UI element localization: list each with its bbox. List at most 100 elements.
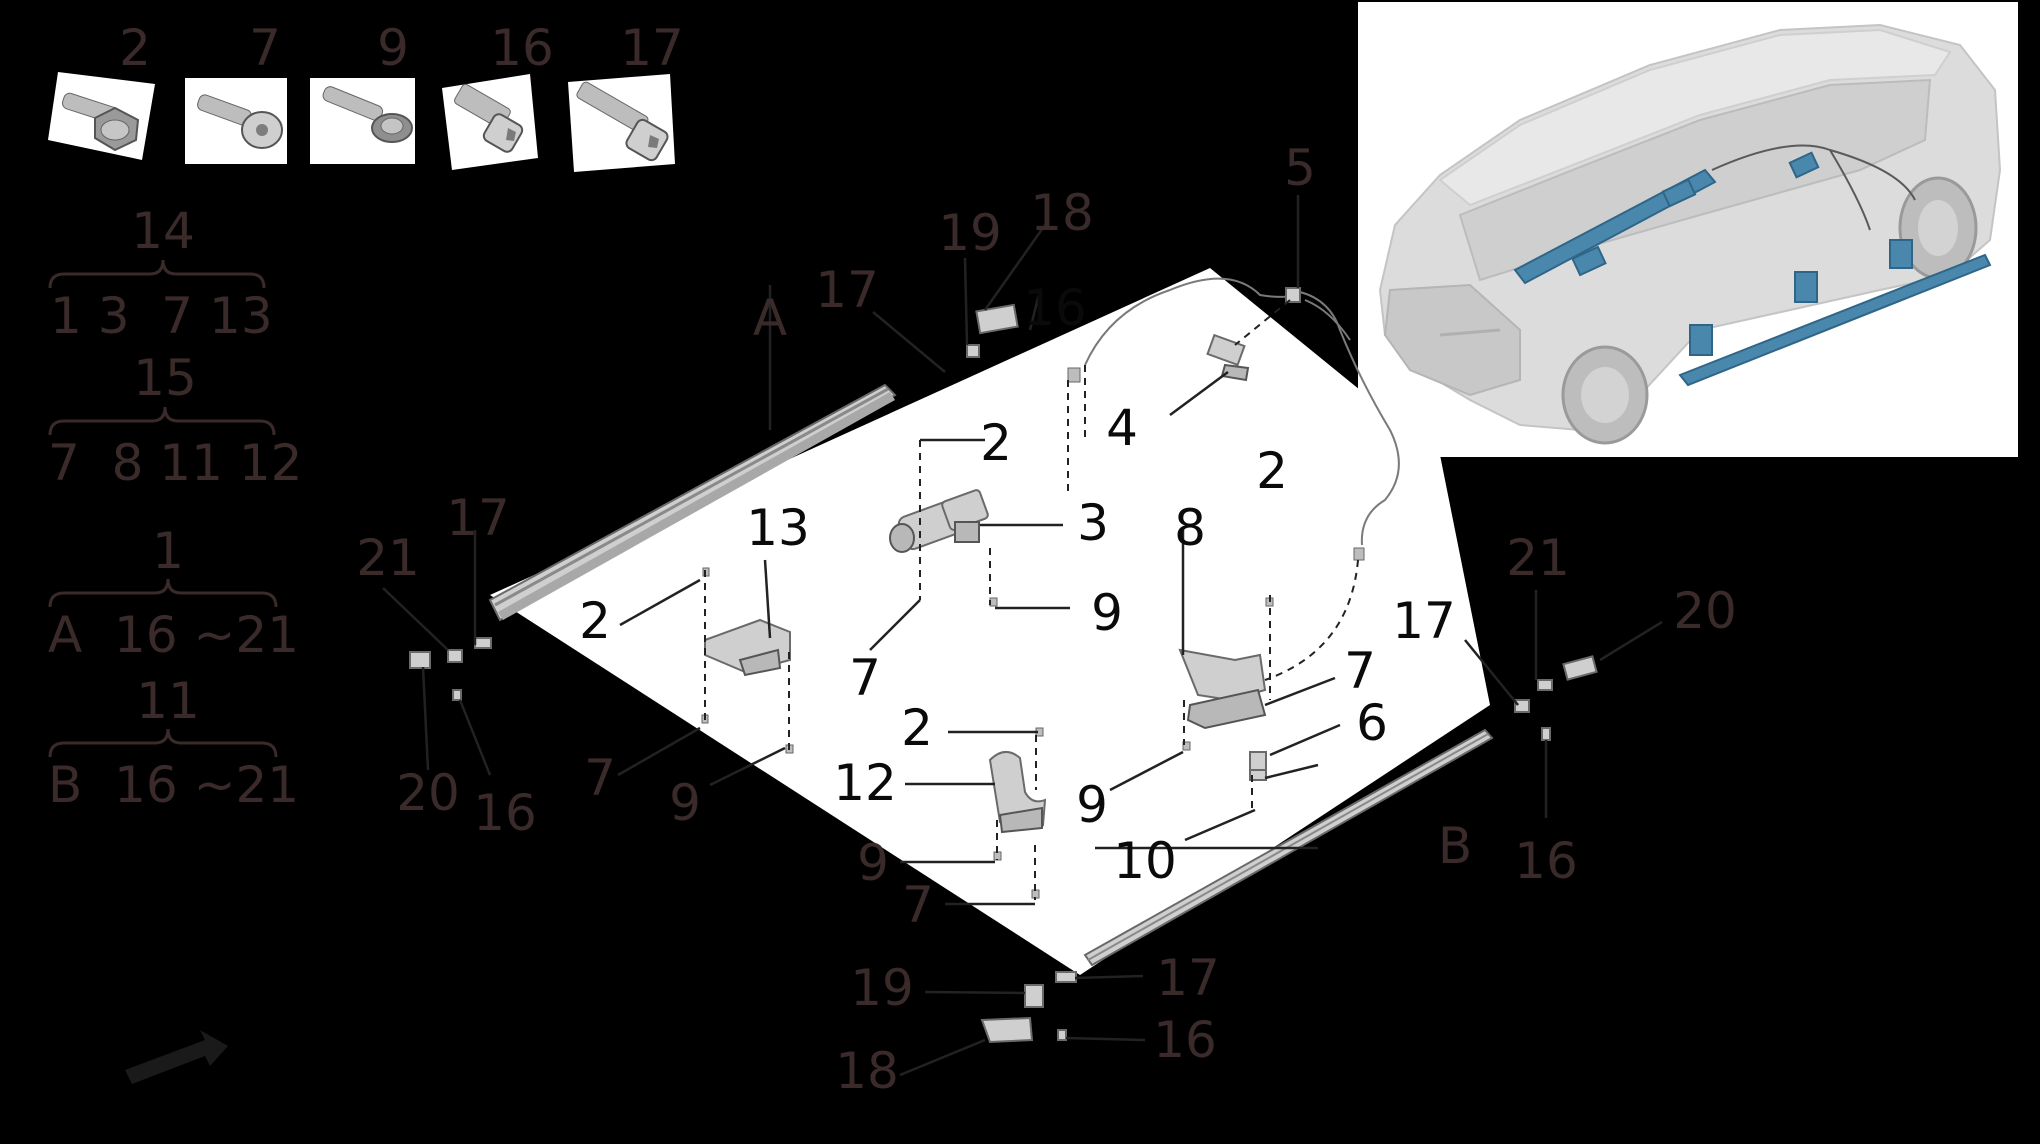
assembly-lines bbox=[704, 299, 1359, 900]
callout-A[interactable]: A bbox=[753, 289, 787, 347]
clip-19-top[interactable] bbox=[966, 344, 980, 358]
callout-12[interactable]: 12 bbox=[833, 754, 897, 812]
fastener-7[interactable]: 7 bbox=[185, 19, 287, 164]
callout-4[interactable]: 4 bbox=[1106, 399, 1138, 457]
flange-screw-icon bbox=[322, 86, 413, 143]
screw-16-right[interactable] bbox=[1541, 727, 1551, 741]
callout-7-left[interactable]: 7 bbox=[584, 749, 616, 807]
callout-17-right[interactable]: 17 bbox=[1392, 592, 1456, 650]
legend-15-head: 15 bbox=[133, 349, 197, 407]
fastener-icons: 2 7 9 16 bbox=[48, 19, 684, 172]
clip-19-bottom[interactable] bbox=[1024, 984, 1044, 1008]
callout-8[interactable]: 8 bbox=[1174, 499, 1206, 557]
long-socket-head-screw-icon bbox=[576, 81, 669, 162]
torx-pan-screw-icon bbox=[197, 94, 283, 149]
connector-5[interactable] bbox=[1285, 287, 1301, 303]
bolt-17-left[interactable] bbox=[474, 637, 492, 649]
callout-9-motor[interactable]: 9 bbox=[1091, 584, 1123, 642]
callout-9-right[interactable]: 9 bbox=[1076, 776, 1108, 834]
flange-hex-bolt-icon bbox=[61, 92, 140, 152]
callout-20-left[interactable]: 20 bbox=[396, 764, 460, 822]
callout-B[interactable]: B bbox=[1438, 817, 1472, 875]
callout-17-left[interactable]: 17 bbox=[446, 489, 510, 547]
callout-21-left[interactable]: 21 bbox=[356, 529, 420, 587]
running-board-a[interactable] bbox=[488, 383, 897, 622]
callout-19-top[interactable]: 19 bbox=[938, 204, 1002, 262]
callout-2-right[interactable]: 2 bbox=[1256, 442, 1288, 500]
bolt-17-right[interactable] bbox=[1514, 699, 1530, 713]
end-cap-20-right[interactable] bbox=[1562, 655, 1598, 681]
fastener-16-number: 16 bbox=[490, 19, 554, 77]
vehicle-inset[interactable] bbox=[1358, 2, 2018, 457]
callout-6[interactable]: 6 bbox=[1356, 694, 1388, 752]
callout-13[interactable]: 13 bbox=[746, 499, 810, 557]
fastener-17-number: 17 bbox=[620, 19, 684, 77]
legend-11-brace bbox=[48, 728, 278, 758]
legend-1-head: 1 bbox=[152, 522, 184, 580]
screw-16-left[interactable] bbox=[452, 689, 462, 701]
callout-5[interactable]: 5 bbox=[1284, 139, 1316, 197]
bracket-8[interactable] bbox=[1178, 648, 1267, 730]
callout-17-top[interactable]: 17 bbox=[815, 261, 879, 319]
legend-group-15[interactable]: 15 7 8 11 12 bbox=[48, 349, 302, 492]
end-cap-18-bottom[interactable] bbox=[980, 1016, 1034, 1044]
legend-14-items: 1 3 7 13 bbox=[50, 287, 273, 345]
diagram-panel bbox=[490, 268, 1490, 975]
car-illustration bbox=[1378, 23, 2002, 445]
fastener-9-number: 9 bbox=[377, 19, 409, 77]
callout-10[interactable]: 10 bbox=[1113, 832, 1177, 890]
callout-7-right[interactable]: 7 bbox=[1344, 642, 1376, 700]
screw-16-bottom[interactable] bbox=[1057, 1029, 1067, 1041]
callout-9-left[interactable]: 9 bbox=[669, 774, 701, 832]
callout-19-bottom[interactable]: 19 bbox=[850, 959, 914, 1017]
mount-bracket-18-top[interactable] bbox=[975, 303, 1019, 335]
callout-7-motor[interactable]: 7 bbox=[849, 649, 881, 707]
leader-lines bbox=[382, 195, 1663, 1077]
fastener-2[interactable]: 2 bbox=[48, 19, 155, 160]
callout-16-left[interactable]: 16 bbox=[473, 784, 537, 842]
fastener-16[interactable]: 16 bbox=[442, 19, 554, 170]
callout-16-right[interactable]: 16 bbox=[1514, 832, 1578, 890]
fastener-7-number: 7 bbox=[249, 19, 281, 77]
clip-21-right[interactable] bbox=[1537, 679, 1553, 691]
callout-2-upper[interactable]: 2 bbox=[980, 414, 1012, 472]
motor-assembly-3[interactable] bbox=[889, 489, 989, 553]
callout-7-bottom[interactable]: 7 bbox=[902, 876, 934, 934]
control-module-4[interactable] bbox=[1206, 333, 1250, 382]
end-cap-20-left[interactable] bbox=[409, 651, 431, 669]
wiring-harness bbox=[1084, 277, 1400, 546]
callout-21-right[interactable]: 21 bbox=[1506, 529, 1570, 587]
bolt-17-bottom[interactable] bbox=[1055, 971, 1077, 983]
callout-16-bottom[interactable]: 16 bbox=[1153, 1011, 1217, 1069]
highlighted-running-board-system bbox=[1513, 144, 1992, 387]
callout-9-bottom[interactable]: 9 bbox=[857, 834, 889, 892]
bracket-12[interactable] bbox=[988, 751, 1047, 834]
socket-head-screw-icon bbox=[454, 83, 524, 153]
legend-group-11[interactable]: 11 B 16 ~21 bbox=[48, 672, 299, 814]
legend-1-brace bbox=[48, 578, 278, 608]
legend-14-head: 14 bbox=[131, 202, 195, 260]
legend-11-items: B 16 ~21 bbox=[48, 756, 299, 814]
callout-18-bottom[interactable]: 18 bbox=[835, 1042, 899, 1100]
legend-1-items: A 16 ~21 bbox=[48, 606, 299, 664]
callout-2-bottom[interactable]: 2 bbox=[901, 699, 933, 757]
fastener-9[interactable]: 9 bbox=[310, 19, 415, 164]
fastener-17[interactable]: 17 bbox=[568, 19, 684, 172]
part-10[interactable] bbox=[1249, 769, 1267, 781]
callout-16-top[interactable]: 16 bbox=[1023, 279, 1087, 337]
callout-20-right[interactable]: 20 bbox=[1673, 582, 1737, 640]
callout-18-top[interactable]: 18 bbox=[1030, 184, 1094, 242]
part-6[interactable] bbox=[1249, 751, 1267, 771]
legend-14-brace bbox=[48, 259, 266, 289]
fastener-2-number: 2 bbox=[119, 19, 151, 77]
callout-2-left[interactable]: 2 bbox=[579, 592, 611, 650]
legend-group-1[interactable]: 1 A 16 ~21 bbox=[48, 522, 299, 664]
clip-21-left[interactable] bbox=[447, 649, 463, 663]
legend-15-brace bbox=[48, 406, 276, 436]
callout-17-bottom[interactable]: 17 bbox=[1156, 949, 1220, 1007]
callout-labels: A B 17 19 18 16 5 4 2 3 9 7 13 2 7 9 8 2… bbox=[356, 139, 1737, 1100]
legend-group-14[interactable]: 14 1 3 7 13 bbox=[48, 202, 273, 345]
callout-3[interactable]: 3 bbox=[1077, 494, 1109, 552]
